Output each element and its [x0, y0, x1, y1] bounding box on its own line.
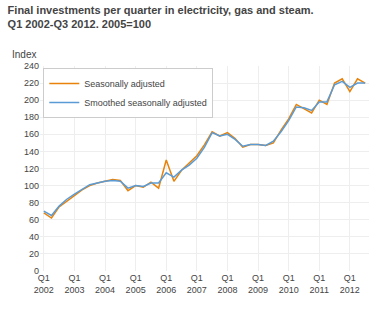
svg-text:Q12012: Q12012: [340, 273, 360, 295]
svg-text:20: 20: [29, 249, 39, 259]
svg-text:240: 240: [24, 61, 39, 71]
svg-text:Q12008: Q12008: [217, 273, 237, 295]
svg-text:Index: Index: [12, 49, 36, 60]
svg-text:Q12007: Q12007: [187, 273, 207, 295]
svg-text:Q12004: Q12004: [95, 273, 115, 295]
svg-text:100: 100: [24, 181, 39, 191]
svg-text:0: 0: [34, 266, 39, 276]
svg-text:Smoothed seasonally adjusted: Smoothed seasonally adjusted: [84, 98, 207, 108]
svg-text:Q12006: Q12006: [156, 273, 176, 295]
svg-text:220: 220: [24, 78, 39, 88]
svg-text:Final investments per quarter: Final investments per quarter in electri…: [8, 4, 314, 30]
svg-text:180: 180: [24, 112, 39, 122]
svg-text:Q12005: Q12005: [126, 273, 146, 295]
svg-text:60: 60: [29, 215, 39, 225]
svg-text:Q12003: Q12003: [64, 273, 84, 295]
svg-text:40: 40: [29, 232, 39, 242]
svg-text:Seasonally adjusted: Seasonally adjusted: [84, 79, 165, 89]
svg-text:140: 140: [24, 147, 39, 157]
svg-text:Q12010: Q12010: [279, 273, 299, 295]
svg-text:Q12011: Q12011: [310, 273, 329, 295]
svg-text:160: 160: [24, 129, 39, 139]
svg-text:Q12002: Q12002: [34, 273, 54, 295]
svg-text:Q12009: Q12009: [248, 273, 268, 295]
svg-text:80: 80: [29, 198, 39, 208]
svg-text:120: 120: [24, 164, 39, 174]
svg-text:200: 200: [24, 95, 39, 105]
